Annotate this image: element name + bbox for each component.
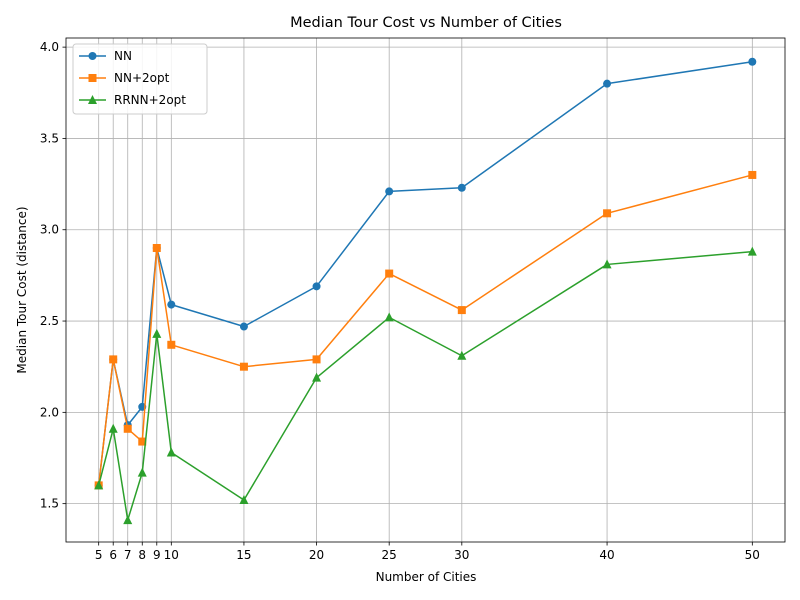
data-point [166, 447, 176, 457]
legend-marker [88, 95, 97, 104]
x-tick-label: 40 [599, 548, 614, 562]
legend-entry: NN+2opt [79, 71, 170, 85]
data-point [747, 246, 757, 256]
grid [66, 38, 785, 542]
series-line [97, 174, 753, 486]
y-tick-label: 1.5 [40, 497, 59, 511]
x-tick-label: 9 [153, 548, 161, 562]
legend-entry: RRNN+2opt [79, 93, 186, 107]
x-tick-label: 30 [454, 548, 469, 562]
y-tick-label: 2.0 [40, 405, 59, 419]
data-point [603, 79, 612, 88]
data-point [385, 187, 394, 196]
data-point [167, 340, 176, 349]
x-tick-label: 20 [309, 548, 324, 562]
data-point [137, 467, 147, 477]
y-ticks: 1.5 2.0 2.5 3.0 3.5 4.0 [40, 40, 66, 511]
series-nn [94, 57, 757, 490]
data-point [152, 328, 162, 338]
data-point [123, 424, 132, 433]
y-tick-label: 4.0 [40, 40, 59, 54]
legend-marker [88, 52, 97, 60]
data-point [152, 244, 161, 252]
x-tick-label: 15 [236, 548, 251, 562]
data-point [312, 355, 321, 364]
legend-label: RRNN+2opt [114, 93, 186, 107]
x-tick-label: 7 [124, 548, 132, 562]
data-point [748, 170, 757, 179]
series-layer [94, 57, 757, 525]
series-line [97, 60, 753, 486]
data-point [138, 437, 147, 446]
data-point [457, 183, 466, 192]
legend-box [72, 43, 208, 115]
series-line [97, 250, 753, 521]
x-ticks: 5 6 7 8 9 10 15 20 25 30 40 50 [95, 542, 760, 562]
x-tick-label: 6 [109, 548, 117, 562]
x-tick-label: 5 [95, 548, 103, 562]
data-point [94, 480, 104, 490]
data-point [108, 423, 118, 433]
legend-label: NN [114, 49, 132, 63]
data-point [239, 362, 248, 371]
data-point [748, 57, 757, 66]
chart-title: Median Tour Cost vs Number of Cities [290, 15, 562, 31]
data-point [123, 515, 133, 525]
x-tick-label: 8 [138, 548, 146, 562]
x-tick-label: 10 [164, 548, 179, 562]
legend: NN NN+2opt RRNN+2opt [72, 43, 208, 115]
data-point [239, 495, 249, 504]
data-point [603, 209, 612, 218]
series-rrnn-2opt [94, 246, 757, 525]
x-tick-label: 50 [745, 548, 760, 562]
y-tick-label: 2.5 [40, 314, 59, 328]
x-axis-label: Number of Cities [376, 570, 477, 584]
y-tick-label: 3.5 [40, 131, 59, 145]
series-nn-2opt [94, 170, 757, 490]
data-point [602, 259, 612, 269]
y-tick-label: 3.0 [40, 223, 59, 237]
data-point [457, 306, 466, 315]
data-point [312, 282, 321, 291]
data-point [109, 355, 118, 364]
plot-frame [65, 37, 786, 543]
data-point [385, 269, 394, 278]
data-point [167, 300, 176, 309]
y-axis-label: Median Tour Cost (distance) [15, 206, 29, 373]
data-point [457, 350, 467, 360]
x-tick-label: 25 [382, 548, 397, 562]
legend-label: NN+2opt [114, 71, 170, 85]
legend-marker [88, 74, 97, 82]
legend-entry: NN [79, 49, 132, 63]
data-point [312, 372, 322, 382]
data-point [384, 312, 394, 322]
data-point [239, 322, 248, 331]
